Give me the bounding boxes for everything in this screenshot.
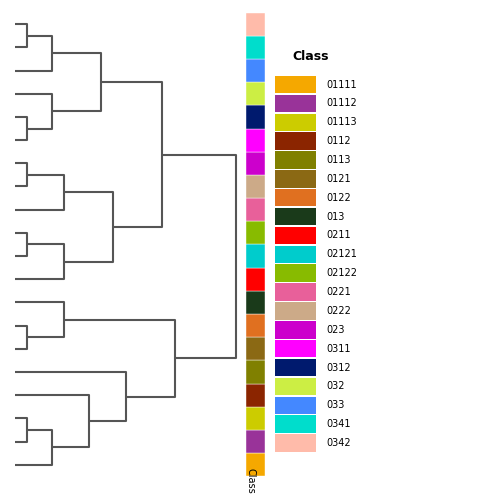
- Bar: [275, 227, 316, 244]
- Bar: [275, 208, 316, 225]
- Bar: [246, 244, 265, 268]
- Text: 023: 023: [327, 325, 345, 335]
- Bar: [246, 13, 265, 36]
- Bar: [275, 321, 316, 339]
- Text: 02122: 02122: [327, 268, 358, 278]
- Bar: [246, 384, 265, 407]
- Text: 0121: 0121: [327, 174, 351, 184]
- Bar: [275, 415, 316, 433]
- Bar: [275, 340, 316, 357]
- Text: 032: 032: [327, 382, 345, 392]
- Bar: [246, 152, 265, 175]
- Bar: [275, 265, 316, 282]
- Bar: [246, 221, 265, 244]
- Bar: [275, 397, 316, 414]
- Bar: [246, 430, 265, 453]
- Bar: [275, 377, 316, 395]
- Bar: [246, 175, 265, 198]
- Text: 01113: 01113: [327, 117, 357, 127]
- Bar: [275, 302, 316, 320]
- Text: 0342: 0342: [327, 438, 351, 448]
- Bar: [246, 291, 265, 314]
- Bar: [275, 170, 316, 187]
- Text: 0112: 0112: [327, 136, 351, 146]
- Bar: [275, 113, 316, 131]
- Bar: [275, 76, 316, 93]
- Bar: [246, 453, 265, 476]
- Bar: [275, 151, 316, 169]
- Bar: [275, 189, 316, 207]
- Bar: [246, 198, 265, 221]
- Bar: [246, 36, 265, 59]
- Text: 033: 033: [327, 400, 345, 410]
- Bar: [246, 268, 265, 291]
- Text: 02121: 02121: [327, 249, 358, 260]
- Text: 01112: 01112: [327, 98, 358, 108]
- Text: 0341: 0341: [327, 419, 351, 429]
- Bar: [275, 245, 316, 263]
- Text: 01111: 01111: [327, 80, 357, 90]
- Bar: [275, 283, 316, 301]
- Bar: [275, 359, 316, 376]
- Bar: [246, 360, 265, 384]
- Text: 013: 013: [327, 212, 345, 222]
- Bar: [246, 129, 265, 152]
- Bar: [275, 133, 316, 150]
- Bar: [275, 434, 316, 452]
- Text: Class: Class: [245, 468, 256, 494]
- Text: 0312: 0312: [327, 362, 351, 372]
- Bar: [246, 337, 265, 360]
- Text: 0122: 0122: [327, 193, 352, 203]
- Bar: [246, 59, 265, 82]
- Text: Class: Class: [293, 50, 329, 64]
- Bar: [246, 314, 265, 337]
- Text: 0113: 0113: [327, 155, 351, 165]
- Text: 0311: 0311: [327, 344, 351, 354]
- Text: 0211: 0211: [327, 230, 351, 240]
- Bar: [246, 82, 265, 105]
- Bar: [275, 95, 316, 112]
- Text: 0221: 0221: [327, 287, 352, 297]
- Bar: [246, 105, 265, 129]
- Text: 0222: 0222: [327, 306, 352, 316]
- Bar: [246, 407, 265, 430]
